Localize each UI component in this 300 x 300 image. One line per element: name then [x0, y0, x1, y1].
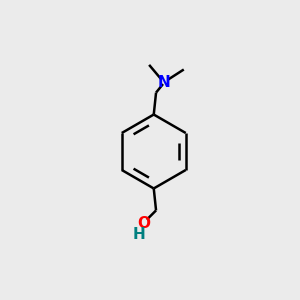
- Text: H: H: [132, 227, 145, 242]
- Text: N: N: [158, 75, 170, 90]
- Text: O: O: [137, 216, 150, 231]
